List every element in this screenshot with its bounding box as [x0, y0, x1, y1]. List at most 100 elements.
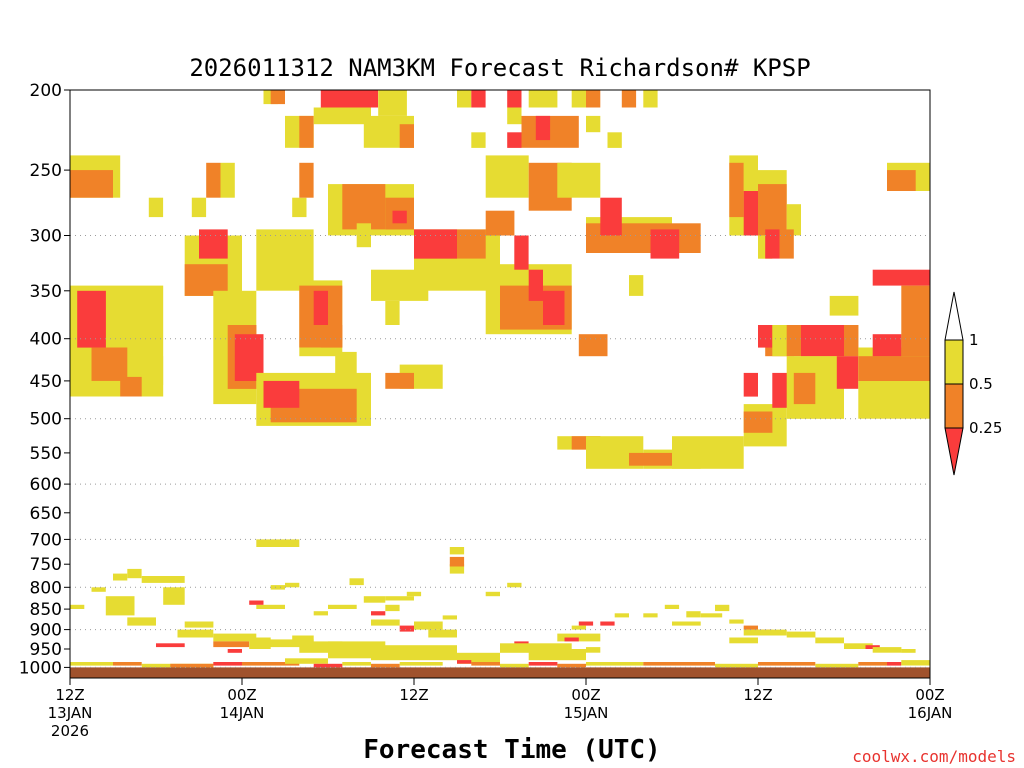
legend-label: 1 — [969, 331, 979, 349]
ri-cell — [471, 662, 500, 666]
ri-cell — [270, 585, 285, 590]
ri-cell — [349, 578, 364, 586]
heatmap-cells — [70, 90, 930, 678]
ri-cell — [528, 649, 586, 661]
ri-cell — [786, 204, 801, 236]
plot-frame — [69, 89, 931, 679]
ri-cell — [442, 615, 457, 620]
ri-cell — [385, 300, 400, 325]
y-tick-label: 250 — [30, 161, 62, 181]
ri-cell — [578, 621, 594, 626]
ri-cell — [507, 90, 522, 108]
ri-cell — [500, 663, 529, 668]
ri-cell — [371, 663, 400, 668]
ri-cell — [371, 619, 400, 626]
ri-cell — [571, 625, 586, 630]
ri-cell — [199, 229, 228, 259]
ri-cell — [191, 197, 207, 218]
ri-cell — [320, 90, 379, 108]
x-tick-label: 12Z — [743, 686, 772, 704]
legend-swatch-0.5-1 — [944, 339, 964, 385]
ri-cell — [600, 621, 615, 626]
ri-cell — [743, 411, 773, 433]
ri-cell — [887, 170, 916, 191]
x-tick-label: 00Z — [571, 686, 600, 704]
ri-cell — [378, 90, 407, 116]
ri-cell — [335, 351, 357, 377]
ri-cell — [672, 436, 744, 469]
ri-cell — [586, 115, 601, 133]
ri-cell — [729, 162, 744, 218]
ri-cell — [586, 647, 601, 653]
x-axis-title: Forecast Time (UTC) — [363, 735, 660, 765]
ri-cell — [629, 452, 687, 466]
y-axis: 200 250 300 350 400 450 500 550 600 650 700 750 8008… — [19, 81, 70, 678]
ri-cell — [507, 582, 522, 588]
ri-cell — [664, 604, 680, 609]
ri-cell — [865, 645, 880, 649]
ri-cell — [406, 591, 422, 597]
ri-cell — [743, 191, 758, 236]
ri-cell — [113, 573, 128, 581]
y-tick-label: 650 — [30, 504, 62, 524]
y-tick-label: 1000 — [19, 658, 62, 678]
ri-cell — [786, 631, 816, 638]
ri-cell — [457, 652, 500, 664]
ri-cell — [471, 132, 486, 148]
ri-cell — [535, 115, 551, 141]
ri-cell — [901, 649, 916, 653]
ri-cell — [643, 613, 658, 618]
ri-cell — [872, 334, 902, 357]
credit-text: coolwx.com/models — [852, 747, 1016, 766]
ri-cell — [141, 576, 185, 583]
ri-cell — [901, 285, 930, 357]
ri-cell — [743, 372, 758, 397]
ri-cell — [320, 325, 343, 348]
ri-cell — [292, 635, 314, 644]
ri-cell — [715, 604, 730, 612]
ri-cell — [528, 662, 558, 666]
ri-cell — [758, 662, 816, 666]
y-tick-label: 300 — [30, 227, 62, 247]
ri-cell — [621, 90, 637, 108]
ri-cell — [328, 604, 357, 609]
y-tick-label: 750 — [30, 555, 62, 575]
ri-cell — [500, 643, 572, 653]
ri-cell — [292, 197, 307, 218]
ri-cell — [414, 621, 443, 630]
ri-cell — [256, 539, 300, 547]
ri-cell — [543, 290, 565, 325]
ri-cell — [507, 132, 522, 148]
ri-cell — [299, 162, 314, 198]
ri-cell — [643, 662, 715, 666]
y-tick-label: 200 — [30, 81, 62, 101]
ri-cell — [399, 625, 414, 632]
color-legend: 1 0.5 0.25 — [944, 291, 1002, 476]
ri-cell — [91, 587, 106, 592]
ri-cell — [586, 90, 601, 108]
ri-cell — [700, 613, 723, 618]
ri-cell — [815, 637, 844, 644]
ri-cell — [313, 107, 371, 125]
ri-cell — [77, 290, 106, 348]
ri-cell — [249, 600, 264, 605]
legend-swatch-0.25-0.5 — [944, 383, 964, 429]
ri-cell — [299, 115, 314, 148]
ri-cell — [449, 556, 465, 567]
ri-cell — [184, 264, 228, 296]
ri-cell — [485, 591, 500, 597]
ri-cell — [564, 637, 579, 642]
ri-cell — [471, 90, 486, 108]
ri-cell — [285, 658, 328, 664]
ri-cell — [127, 568, 142, 579]
ri-cell — [449, 547, 465, 555]
ri-cell — [485, 210, 515, 236]
ri-cell — [557, 663, 586, 668]
legend-label: 0.25 — [969, 419, 1002, 437]
gridlines — [70, 235, 930, 668]
ri-cell — [356, 223, 371, 248]
y-tick-label: 550 — [30, 444, 62, 464]
ri-cell — [313, 611, 328, 616]
